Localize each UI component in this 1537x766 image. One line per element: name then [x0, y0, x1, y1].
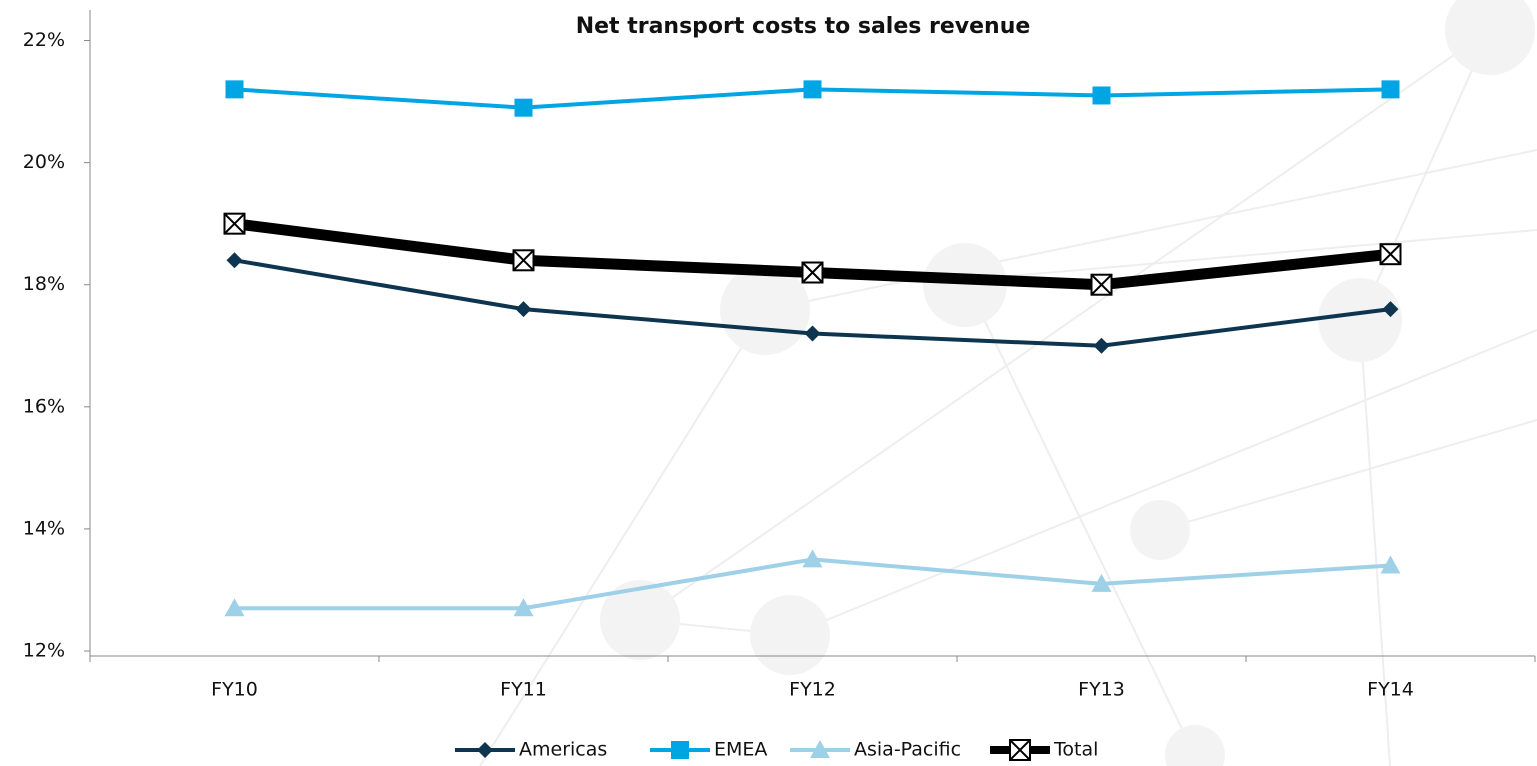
marker — [225, 214, 245, 234]
x-tick-label: FY12 — [789, 679, 836, 701]
marker — [804, 80, 822, 98]
legend-label: Asia-Pacific — [854, 739, 961, 761]
legend-label: Americas — [519, 739, 607, 761]
marker — [805, 326, 821, 342]
x-tick-label: FY11 — [500, 679, 547, 701]
series — [226, 80, 1400, 116]
marker — [227, 252, 243, 268]
x-tick-label: FY13 — [1078, 679, 1125, 701]
marker — [1381, 244, 1401, 264]
marker — [226, 80, 244, 98]
legend-label: Total — [1053, 739, 1098, 761]
marker — [1092, 275, 1112, 295]
marker — [1382, 80, 1400, 98]
y-tick-label: 20% — [23, 151, 65, 173]
series — [225, 214, 1401, 295]
marker — [1094, 338, 1110, 354]
background-network — [480, 0, 1537, 766]
marker — [1093, 86, 1111, 104]
marker — [671, 741, 689, 759]
y-tick-label: 18% — [23, 273, 65, 295]
marker — [514, 250, 534, 270]
y-tick-label: 12% — [23, 640, 65, 662]
legend-label: EMEA — [714, 739, 767, 761]
x-tick-label: FY10 — [211, 679, 258, 701]
marker — [477, 742, 493, 758]
legend: Americas EMEA Asia-Pacific Total — [455, 739, 1098, 761]
marker — [1010, 740, 1030, 760]
chart-title: Net transport costs to sales revenue — [576, 14, 1031, 39]
chart: Net transport costs to sales revenue 12%… — [0, 0, 1537, 766]
y-tick-label: 22% — [23, 29, 65, 51]
y-tick-label: 14% — [23, 517, 65, 539]
y-tick-label: 16% — [23, 395, 65, 417]
marker — [515, 99, 533, 117]
marker — [516, 301, 532, 317]
x-tick-label: FY14 — [1367, 679, 1414, 701]
marker — [803, 263, 823, 283]
